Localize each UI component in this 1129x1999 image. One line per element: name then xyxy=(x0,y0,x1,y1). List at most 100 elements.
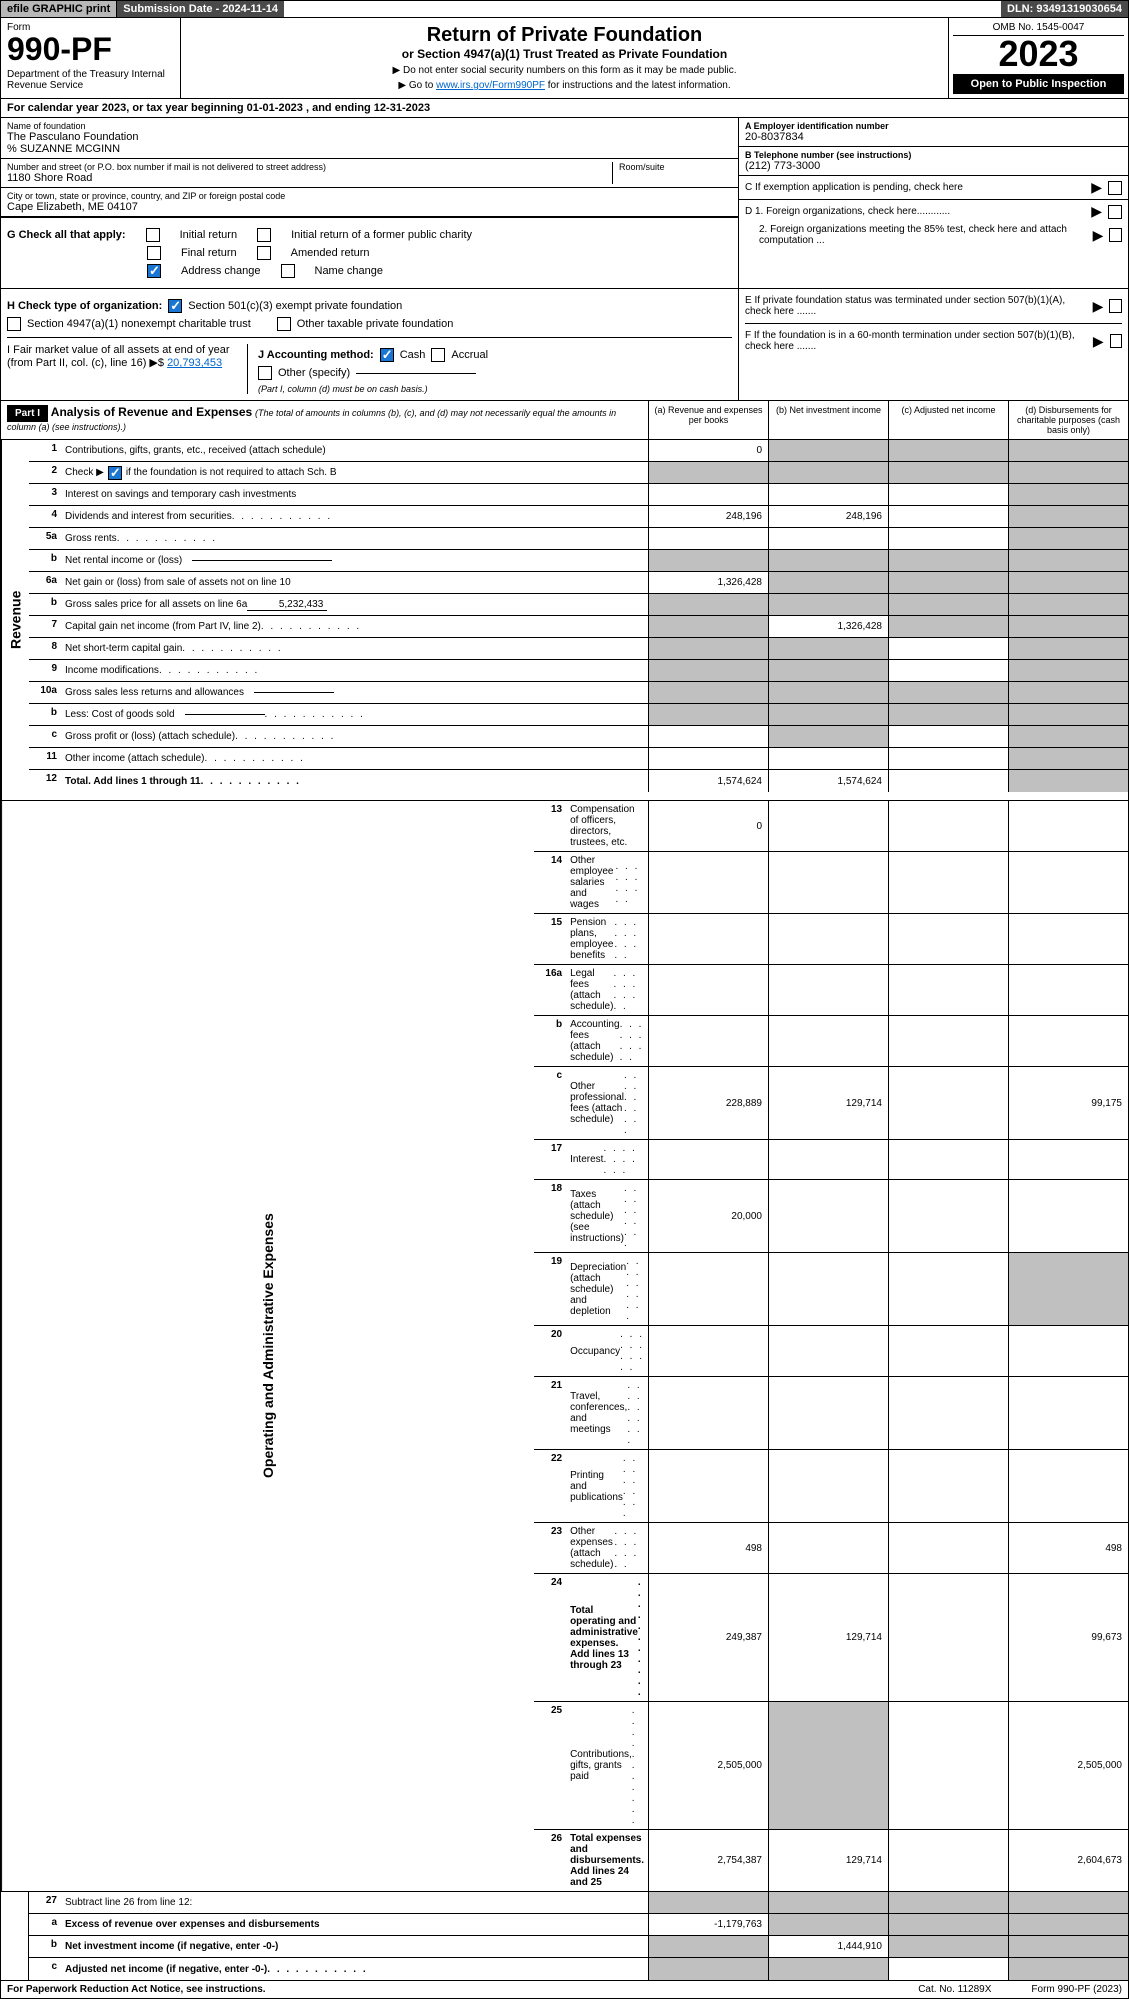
initial-return-checkbox[interactable] xyxy=(146,228,160,242)
footer: For Paperwork Reduction Act Notice, see … xyxy=(0,1981,1129,1999)
e-checkbox[interactable] xyxy=(1109,299,1122,313)
line-26: Total expenses and disbursements. Add li… xyxy=(566,1830,648,1891)
col-c-head: (c) Adjusted net income xyxy=(888,401,1008,439)
col-d-head: (d) Disbursements for charitable purpose… xyxy=(1008,401,1128,439)
line-7: Capital gain net income (from Part IV, l… xyxy=(61,616,648,637)
foreign-org-checkbox[interactable] xyxy=(1108,205,1122,219)
line-18: Taxes (attach schedule) (see instruction… xyxy=(566,1180,648,1252)
line-20: Occupancy xyxy=(566,1326,648,1376)
address-change-checkbox[interactable] xyxy=(147,264,161,278)
line-10a: Gross sales less returns and allowances xyxy=(61,682,648,703)
cat-no: Cat. No. 11289X xyxy=(918,1984,991,1995)
line-10c: Gross profit or (loss) (attach schedule) xyxy=(61,726,648,747)
line-23: Other expenses (attach schedule) xyxy=(566,1523,648,1573)
form-number: 990-PF xyxy=(7,33,174,65)
line-4: Dividends and interest from securities xyxy=(61,506,648,527)
form-header: Form 990-PF Department of the Treasury I… xyxy=(0,18,1129,99)
efile-print-button[interactable]: efile GRAPHIC print xyxy=(1,1,117,17)
line-5a: Gross rents xyxy=(61,528,648,549)
ein: 20-8037834 xyxy=(745,131,1122,143)
line-17: Interest xyxy=(566,1140,648,1179)
part1-badge: Part I xyxy=(7,405,48,422)
expenses-table: Operating and Administrative Expenses 13… xyxy=(0,801,1129,1892)
line-5b: Net rental income or (loss) xyxy=(61,550,648,571)
other-taxable-checkbox[interactable] xyxy=(277,317,291,331)
line-27b: Net investment income (if negative, ente… xyxy=(61,1936,648,1957)
amended-return-checkbox[interactable] xyxy=(257,246,271,260)
irs-link[interactable]: www.irs.gov/Form990PF xyxy=(436,80,545,91)
cash-checkbox[interactable] xyxy=(380,348,394,362)
line-10b: Less: Cost of goods sold xyxy=(61,704,648,725)
line-22: Printing and publications xyxy=(566,1450,648,1522)
dln-number: DLN: 93491319030654 xyxy=(1001,1,1128,17)
j-note: (Part I, column (d) must be on cash basi… xyxy=(258,384,732,394)
addr: 1180 Shore Road xyxy=(7,172,612,184)
line-15: Pension plans, employee benefits xyxy=(566,914,648,964)
line-9: Income modifications xyxy=(61,660,648,681)
fmv-value[interactable]: 20,793,453 xyxy=(167,357,222,369)
topbar: efile GRAPHIC print Submission Date - 20… xyxy=(0,0,1129,18)
room-label: Room/suite xyxy=(619,162,732,172)
phone-label: B Telephone number (see instructions) xyxy=(745,150,1122,160)
calendar-year-row: For calendar year 2023, or tax year begi… xyxy=(0,99,1129,118)
expenses-side-label: Operating and Administrative Expenses xyxy=(1,801,534,1891)
accrual-checkbox[interactable] xyxy=(431,348,445,362)
care-of: % SUZANNE MCGINN xyxy=(7,143,732,155)
line-1: Contributions, gifts, grants, etc., rece… xyxy=(61,440,648,461)
line-27: Subtract line 26 from line 12: xyxy=(61,1892,648,1913)
sch-b-checkbox[interactable] xyxy=(108,466,122,480)
line-6a: Net gain or (loss) from sale of assets n… xyxy=(61,572,648,593)
line-3: Interest on savings and temporary cash i… xyxy=(61,484,648,505)
f-label: F If the foundation is in a 60-month ter… xyxy=(745,330,1093,352)
line-13: Compensation of officers, directors, tru… xyxy=(566,801,648,851)
h-label: H Check type of organization: xyxy=(7,300,162,312)
line-27a: Excess of revenue over expenses and disb… xyxy=(61,1914,648,1935)
revenue-side-label: Revenue xyxy=(1,440,29,800)
line-16c: Other professional fees (attach schedule… xyxy=(566,1067,648,1139)
other-method-checkbox[interactable] xyxy=(258,366,272,380)
city-label: City or town, state or province, country… xyxy=(7,191,732,201)
ssn-note: ▶ Do not enter social security numbers o… xyxy=(187,65,942,76)
line27-table: 27Subtract line 26 from line 12: aExcess… xyxy=(0,1892,1129,1981)
section-hij: H Check type of organization: Section 50… xyxy=(0,289,1129,401)
initial-former-checkbox[interactable] xyxy=(257,228,271,242)
line-6b: Gross sales price for all assets on line… xyxy=(61,594,648,615)
line-25: Contributions, gifts, grants paid xyxy=(566,1702,648,1829)
addr-label: Number and street (or P.O. box number if… xyxy=(7,162,612,172)
foreign-85-checkbox[interactable] xyxy=(1109,228,1122,242)
foundation-info: Name of foundation The Pasculano Foundat… xyxy=(0,118,1129,289)
f-checkbox[interactable] xyxy=(1110,334,1122,348)
name-change-checkbox[interactable] xyxy=(281,264,295,278)
line-11: Other income (attach schedule) xyxy=(61,748,648,769)
revenue-table: Revenue 1Contributions, gifts, grants, e… xyxy=(0,440,1129,801)
form-subtitle: or Section 4947(a)(1) Trust Treated as P… xyxy=(187,47,942,61)
tax-year: 2023 xyxy=(953,36,1124,72)
line-19: Depreciation (attach schedule) and deple… xyxy=(566,1253,648,1325)
line-16b: Accounting fees (attach schedule) xyxy=(566,1016,648,1066)
d2-label: 2. Foreign organizations meeting the 85%… xyxy=(745,224,1093,246)
city: Cape Elizabeth, ME 04107 xyxy=(7,201,732,213)
line-16a: Legal fees (attach schedule) xyxy=(566,965,648,1015)
c-label: C If exemption application is pending, c… xyxy=(745,182,963,193)
form-ref: Form 990-PF (2023) xyxy=(1031,1984,1122,1995)
ein-label: A Employer identification number xyxy=(745,121,1122,131)
s501c3-checkbox[interactable] xyxy=(168,299,182,313)
j-label: J Accounting method: xyxy=(258,349,374,361)
s4947-checkbox[interactable] xyxy=(7,317,21,331)
name-label: Name of foundation xyxy=(7,121,732,131)
open-public-badge: Open to Public Inspection xyxy=(953,74,1124,94)
goto-note: ▶ Go to www.irs.gov/Form990PF for instru… xyxy=(187,80,942,91)
form-title: Return of Private Foundation xyxy=(187,24,942,47)
exemption-pending-checkbox[interactable] xyxy=(1108,181,1122,195)
part1-header: Part I Analysis of Revenue and Expenses … xyxy=(0,401,1129,440)
submission-date: Submission Date - 2024-11-14 xyxy=(117,1,284,17)
final-return-checkbox[interactable] xyxy=(147,246,161,260)
line-21: Travel, conferences, and meetings xyxy=(566,1377,648,1449)
e-label: E If private foundation status was termi… xyxy=(745,295,1093,317)
line-12: Total. Add lines 1 through 11 xyxy=(61,770,648,792)
line-8: Net short-term capital gain xyxy=(61,638,648,659)
line-24: Total operating and administrative expen… xyxy=(566,1574,648,1701)
paperwork-notice: For Paperwork Reduction Act Notice, see … xyxy=(7,1984,266,1995)
col-b-head: (b) Net investment income xyxy=(768,401,888,439)
part1-title: Analysis of Revenue and Expenses xyxy=(51,405,252,419)
